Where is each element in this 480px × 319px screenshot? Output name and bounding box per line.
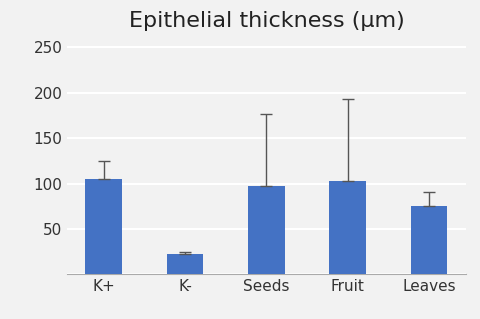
Bar [329,181,366,274]
Bar [411,206,447,274]
Bar [85,179,122,274]
Title: Epithelial thickness (μm): Epithelial thickness (μm) [129,11,404,31]
Bar [167,254,204,274]
Bar [248,186,285,274]
